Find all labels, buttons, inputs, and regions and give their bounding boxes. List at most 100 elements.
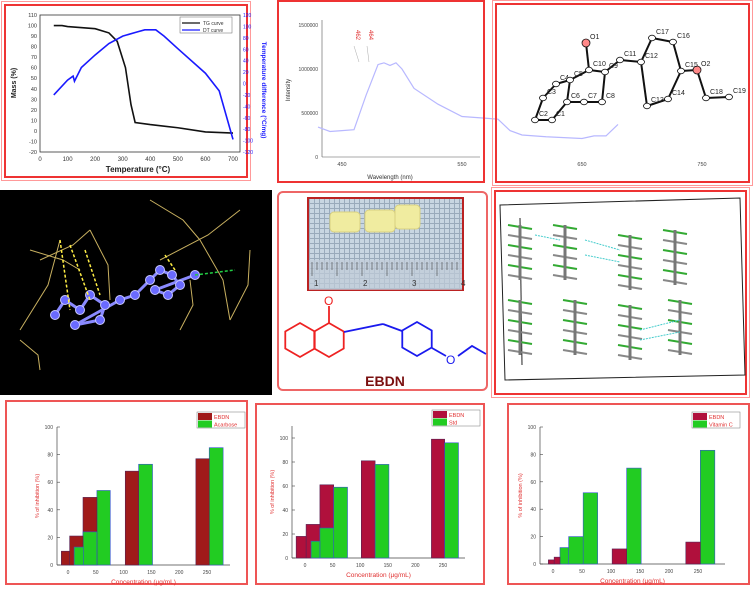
bond [640, 61, 648, 107]
ligand-residue [199, 239, 231, 321]
x-tick-label: 250 [694, 569, 703, 575]
ligand-atom [100, 300, 110, 310]
x-axis-label: Concentration (µg/mL) [346, 572, 411, 579]
atom-label: C18 [710, 89, 723, 96]
legend-label: Vitamin C [709, 423, 733, 429]
x-tick-label: 50 [93, 570, 99, 576]
ebdn-panel [277, 191, 488, 391]
cyclohexanone-ring [313, 321, 345, 359]
bar-std [444, 442, 459, 559]
tga-panel [1, 1, 251, 181]
bar-ebdn [61, 550, 70, 566]
y-tick-label: 100 [45, 425, 54, 431]
bar-acarbose [82, 531, 98, 566]
atom-label: O2 [701, 61, 710, 68]
atom-label: C12 [645, 53, 658, 60]
x-tick-label: 150 [147, 570, 156, 576]
bar-std [333, 486, 348, 559]
y-tick-label: 80 [47, 453, 53, 459]
atom-c9 [601, 68, 609, 76]
y-axis-label: % of inhibition (%) [518, 473, 524, 517]
crystal [329, 211, 361, 233]
x-tick-label: 150 [636, 569, 645, 575]
atom-label: C10 [593, 61, 606, 68]
exocyclic-double-bond [343, 323, 384, 333]
ligand-atom [70, 320, 80, 330]
bar-ebdn [195, 458, 210, 566]
ligand-residue [39, 229, 91, 261]
hydrogen-bond [84, 249, 101, 296]
x-axis-label: Concentration (µg/mL) [600, 578, 665, 585]
atom-c14 [664, 95, 672, 103]
ethyl-chain [457, 344, 487, 357]
x-tick-label: 250 [439, 563, 448, 569]
ligand-atom [163, 290, 173, 300]
atom-label: C8 [606, 93, 615, 100]
atom-label: C11 [624, 51, 636, 58]
y-tick-label: 20 [47, 535, 53, 541]
ruler-mark: 3 [412, 279, 417, 288]
phenyl-ring [401, 320, 433, 358]
legend-label: Std [449, 421, 457, 427]
hydrogen-bond [164, 254, 176, 271]
ligand-atom [150, 285, 160, 295]
bond [566, 79, 571, 103]
y-tick-label: 40 [282, 508, 288, 514]
bond [672, 41, 682, 72]
x-tick-label: 100 [607, 569, 616, 575]
bar-ebdn [361, 460, 376, 559]
ligand-atom [60, 295, 70, 305]
antioxidant-panel [507, 403, 750, 585]
y-axis-label: % of inhibition (%) [35, 474, 41, 518]
y-tick-label: 40 [530, 507, 536, 513]
atom-o2 [692, 65, 702, 75]
bar-acarbose [73, 546, 84, 566]
atom-label: C2 [539, 111, 548, 118]
x-tick-label: 250 [203, 570, 212, 576]
atom-c3 [539, 94, 547, 102]
ch-pi-interaction [639, 331, 681, 341]
bar-ebdn [124, 470, 139, 566]
x-tick-label: 0 [67, 570, 70, 576]
ligand-bond [74, 298, 121, 327]
atom-c12 [637, 58, 645, 66]
atom-c8 [598, 98, 606, 106]
ligand-atom [50, 310, 60, 320]
ligand-atom [75, 305, 85, 315]
atom-c11 [616, 56, 624, 64]
bar-ebdn [295, 536, 307, 559]
y-tick-label: 60 [282, 484, 288, 490]
y-tick-label: 80 [282, 460, 288, 466]
atom-label: O1 [590, 34, 599, 41]
legend-label: Acarbose [214, 423, 237, 429]
y-tick-label: 20 [282, 532, 288, 538]
atom-label: C15 [685, 62, 698, 69]
bond [667, 70, 682, 100]
ligand-residue [159, 209, 241, 261]
atom-label: C3 [547, 89, 556, 96]
atom-c18 [702, 94, 710, 102]
y-axis-label: % of inhibition (%) [270, 470, 276, 514]
ch-pi-interaction [639, 319, 681, 331]
atom-label: C7 [588, 93, 597, 100]
y-tick-label: 60 [530, 480, 536, 486]
bond [696, 69, 707, 99]
bar-std [374, 464, 390, 559]
ligand-residue [19, 339, 41, 371]
ligand-bond [154, 273, 196, 292]
ruler-mark: 2 [363, 279, 368, 288]
legend-swatch [433, 418, 447, 426]
hydrogen-bond [59, 239, 71, 311]
legend-swatch [198, 420, 212, 428]
legend-swatch [198, 413, 212, 420]
y-tick-label: 80 [530, 452, 536, 458]
ruler [309, 260, 462, 290]
x-tick-label: 100 [356, 563, 365, 569]
x-tick-label: 50 [330, 563, 336, 569]
bond [551, 101, 568, 121]
ligand-atom [130, 290, 140, 300]
alpha-glucosidase-panel [255, 403, 485, 585]
bar-acarbose [138, 463, 153, 566]
unit-cell [499, 197, 746, 381]
